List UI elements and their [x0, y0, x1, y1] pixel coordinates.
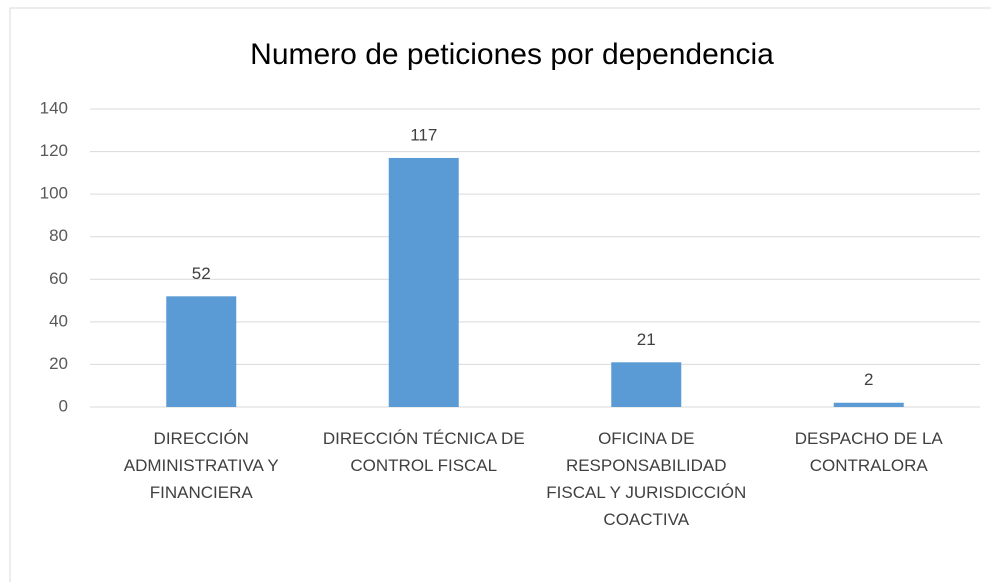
bar [388, 157, 459, 407]
data-label: 52 [192, 264, 211, 283]
bar [833, 402, 904, 407]
chart-title: Numero de peticiones por dependencia [250, 38, 774, 71]
y-tick-label: 80 [49, 226, 68, 245]
y-tick-label: 140 [40, 98, 68, 117]
chart-frame [9, 7, 991, 582]
data-label: 2 [864, 370, 873, 389]
y-tick-label: 120 [40, 141, 68, 160]
x-tick-label: DIRECCIÓN TÉCNICA DE CONTROL FISCAL [322, 429, 525, 475]
data-label: 117 [410, 125, 437, 144]
y-tick-label: 100 [40, 184, 68, 203]
data-label: 21 [637, 330, 656, 349]
bar [166, 296, 237, 407]
bar [611, 362, 682, 407]
x-tick-label: DIRECCIÓN ADMINISTRATIVA Y FINANCIERA [123, 429, 279, 502]
y-tick-label: 40 [49, 311, 68, 330]
y-tick-label: 0 [59, 396, 68, 415]
x-tick-label: OFICINA DE RESPONSABILIDAD FISCAL Y JURI… [546, 429, 747, 529]
x-tick-label: DESPACHO DE LA CONTRALORA [794, 429, 943, 475]
y-tick-label: 60 [49, 269, 68, 288]
y-tick-label: 20 [49, 354, 68, 373]
